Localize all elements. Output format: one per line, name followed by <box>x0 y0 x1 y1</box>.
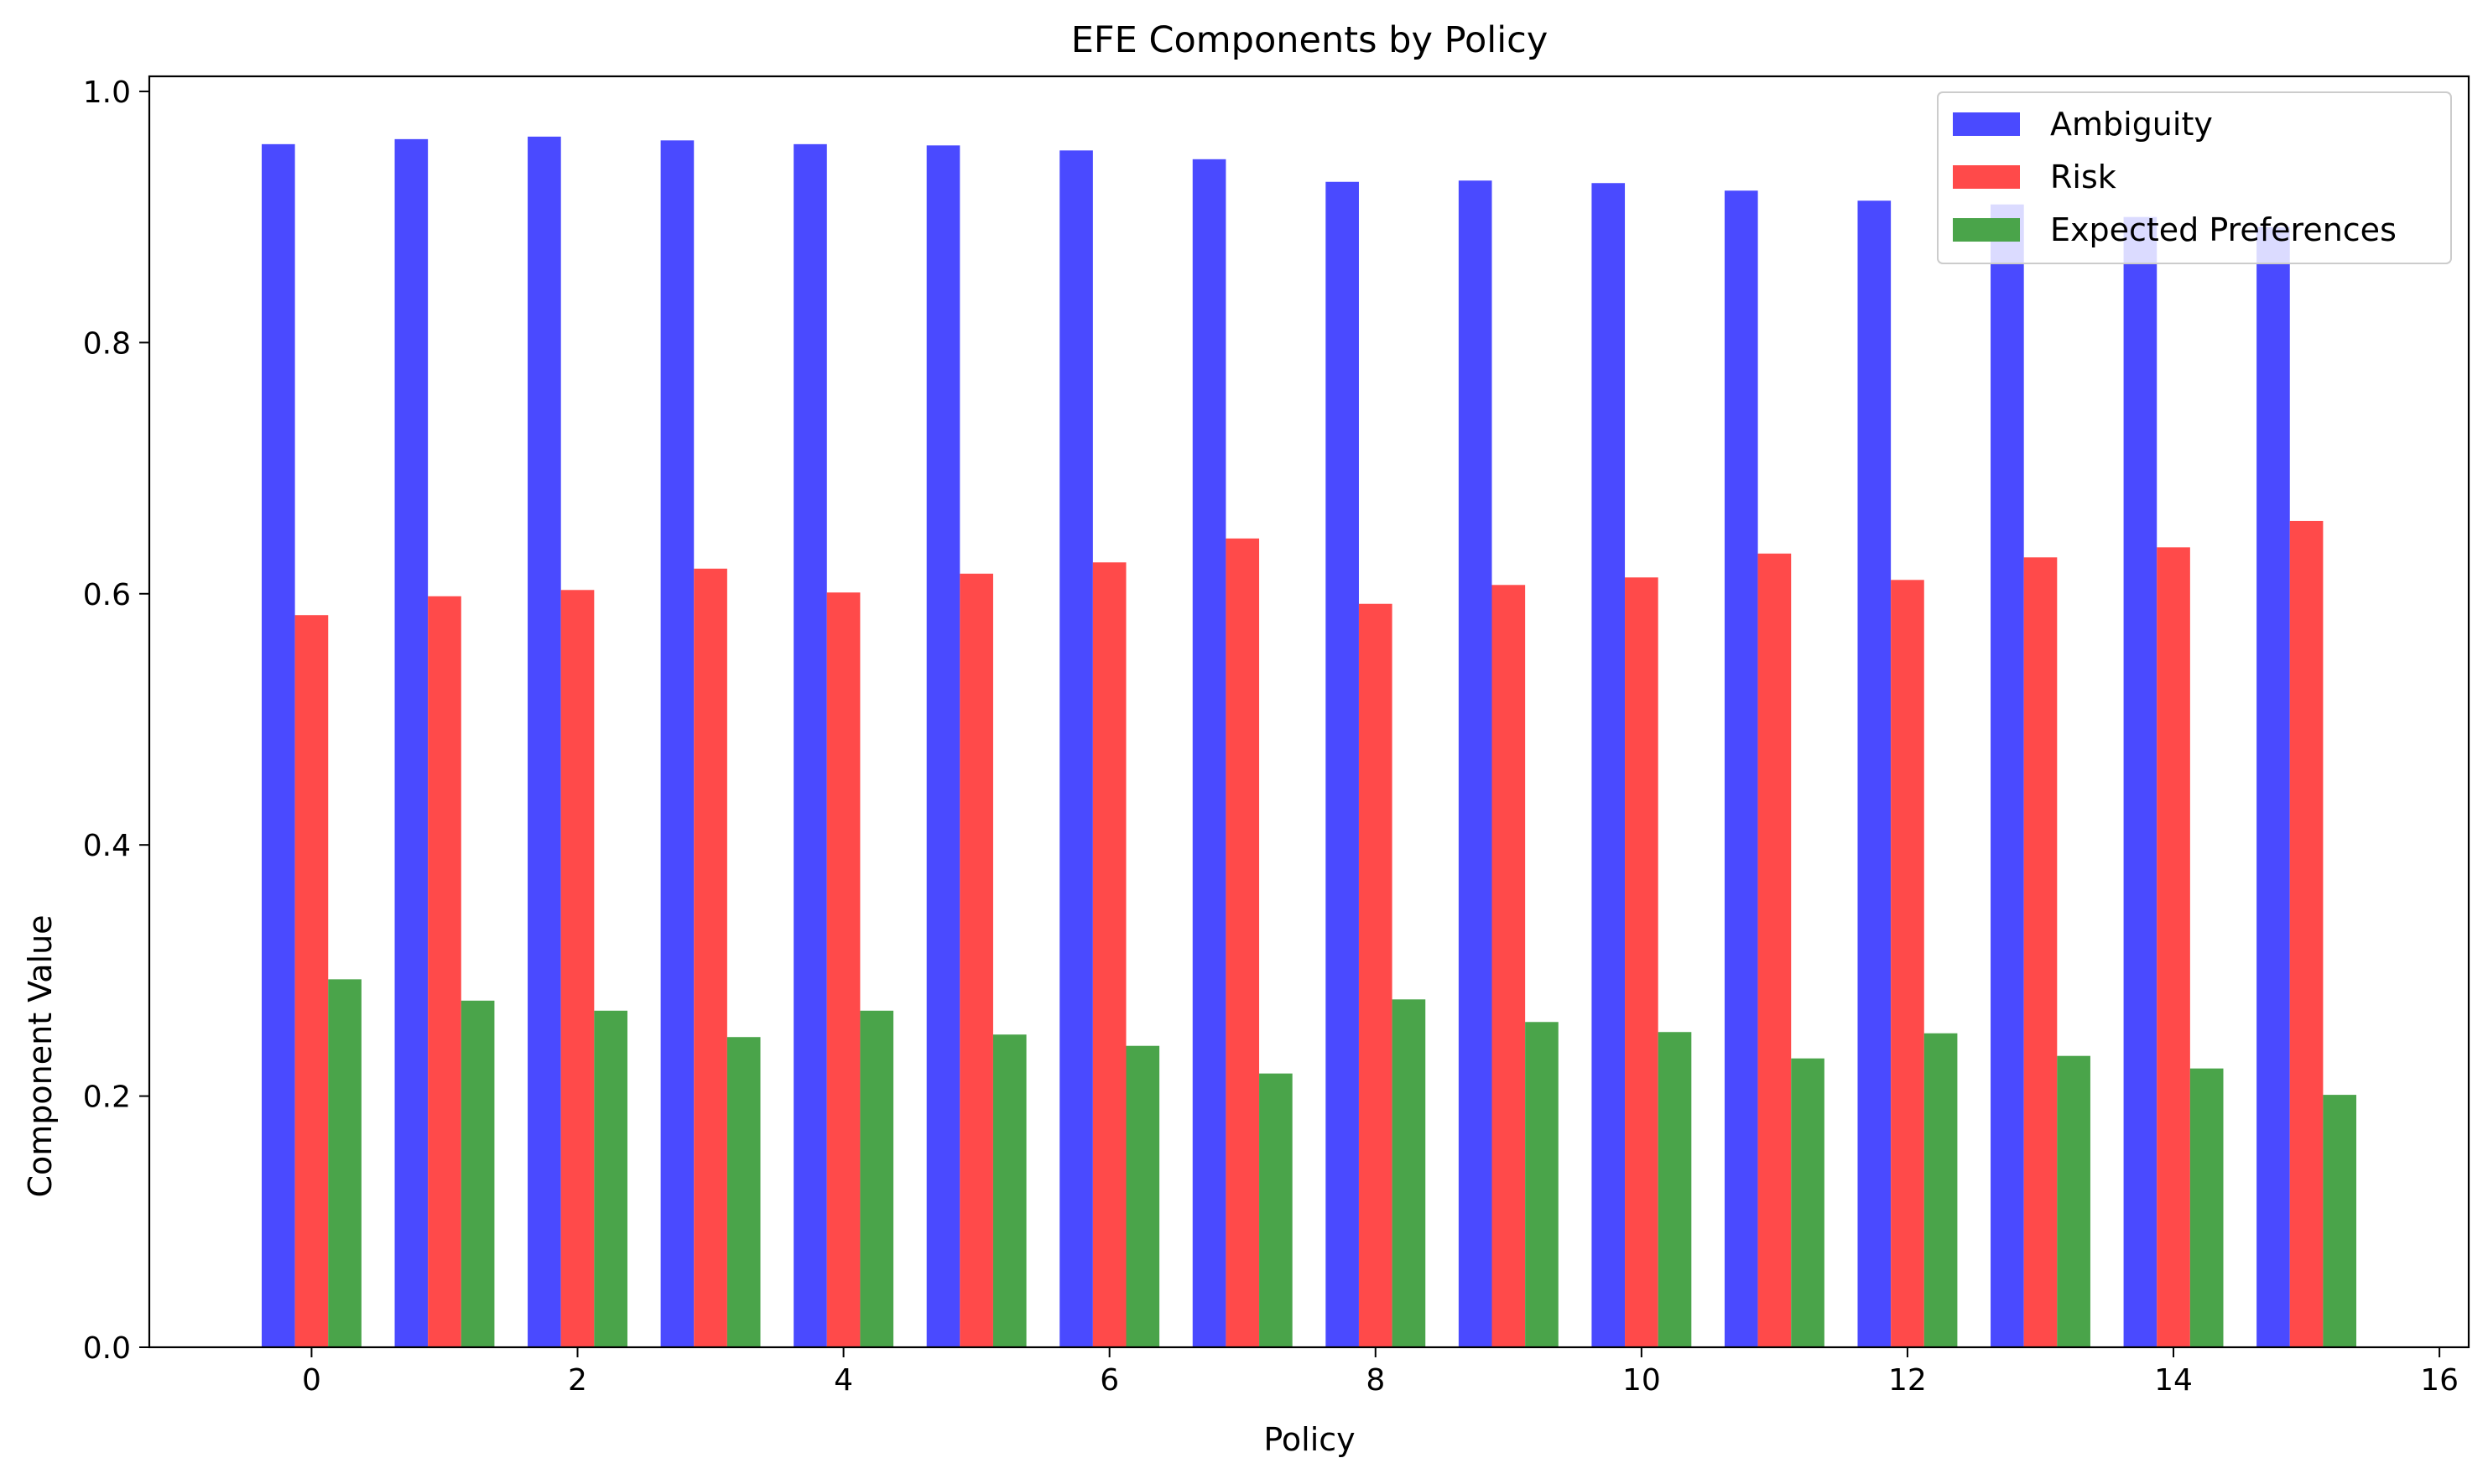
bar-risk-11 <box>1757 553 1792 1347</box>
bar-risk-6 <box>1092 562 1127 1347</box>
bar-risk-8 <box>1358 603 1392 1347</box>
bar-ambiguity-6 <box>1059 150 1093 1348</box>
bar-risk-9 <box>1491 585 1526 1347</box>
y-axis-label: Component Value <box>22 914 59 1197</box>
bar-expected-preferences-10 <box>1658 1032 1692 1347</box>
bar-expected-preferences-4 <box>860 1010 894 1347</box>
bar-ambiguity-4 <box>794 143 827 1348</box>
bar-ambiguity-10 <box>1591 183 1626 1347</box>
x-tick-label: 0 <box>302 1363 321 1398</box>
legend: Ambiguity Risk Expected Preferences <box>1937 91 2452 264</box>
bar-ambiguity-7 <box>1192 159 1226 1347</box>
bar-ambiguity-13 <box>1991 204 2024 1348</box>
bar-ambiguity-3 <box>660 140 695 1348</box>
axes-layer: 0 2 4 6 8 10 12 14 16 0.0 0.2 0.4 0.6 0.8 1.0 <box>83 75 2470 1398</box>
bar-risk-4 <box>826 592 861 1347</box>
bar-risk-3 <box>694 568 727 1347</box>
bar-risk-10 <box>1625 577 1658 1347</box>
x-tick-label: 2 <box>568 1363 587 1398</box>
bar-ambiguity-2 <box>528 136 561 1348</box>
x-tick-label: 14 <box>2154 1363 2193 1398</box>
bar-ambiguity-1 <box>394 138 429 1348</box>
bar-expected-preferences-15 <box>2323 1095 2357 1347</box>
bar-ambiguity-8 <box>1325 181 1359 1347</box>
bar-risk-12 <box>1891 580 1924 1347</box>
bars-layer <box>261 136 2357 1348</box>
legend-box <box>1937 91 2452 264</box>
y-tick-label: 0.0 <box>83 1331 131 1366</box>
bar-ambiguity-11 <box>1724 190 1758 1348</box>
bar-risk-1 <box>428 596 461 1347</box>
x-tick-label: 4 <box>834 1363 853 1398</box>
x-tick-label: 16 <box>2420 1363 2459 1398</box>
bar-ambiguity-15 <box>2256 227 2290 1347</box>
x-tick-label: 6 <box>1100 1363 1119 1398</box>
x-tick-label: 8 <box>1366 1363 1385 1398</box>
bar-expected-preferences-1 <box>461 1000 495 1347</box>
x-tick-label: 10 <box>1622 1363 1661 1398</box>
bar-expected-preferences-12 <box>1923 1033 1958 1347</box>
bar-risk-13 <box>2023 557 2058 1347</box>
bar-expected-preferences-11 <box>1791 1058 1824 1347</box>
legend-swatch-ambiguity <box>1953 112 2020 136</box>
bar-expected-preferences-2 <box>594 1010 627 1347</box>
legend-swatch-expected-preferences <box>1953 218 2020 242</box>
legend-swatch-risk <box>1953 165 2020 189</box>
y-tick-label: 0.4 <box>83 829 131 863</box>
y-tick-label: 0.6 <box>83 578 131 612</box>
y-tick-label: 0.8 <box>83 326 131 361</box>
bar-ambiguity-5 <box>926 145 960 1348</box>
plot-frame <box>148 75 2470 1349</box>
bar-expected-preferences-7 <box>1259 1073 1293 1347</box>
bar-ambiguity-12 <box>1857 200 1892 1348</box>
bar-risk-0 <box>294 615 329 1347</box>
x-tick-label: 12 <box>1888 1363 1927 1398</box>
bar-risk-14 <box>2157 547 2190 1347</box>
legend-label: Expected Preferences <box>2050 211 2397 248</box>
bar-risk-2 <box>560 590 595 1347</box>
bar-expected-preferences-9 <box>1525 1022 1559 1347</box>
bar-expected-preferences-0 <box>328 979 362 1347</box>
x-axis-label: Policy <box>1263 1421 1355 1458</box>
bar-expected-preferences-3 <box>726 1037 761 1347</box>
bar-ambiguity-0 <box>261 143 295 1348</box>
bar-ambiguity-14 <box>2123 216 2157 1347</box>
bar-risk-15 <box>2289 520 2324 1347</box>
bar-expected-preferences-5 <box>992 1034 1027 1347</box>
bar-expected-preferences-13 <box>2057 1055 2090 1347</box>
bar-expected-preferences-8 <box>1392 999 1426 1347</box>
bar-expected-preferences-14 <box>2189 1068 2224 1347</box>
chart-title: EFE Components by Policy <box>1071 19 1548 61</box>
legend-label: Risk <box>2050 159 2116 195</box>
bar-expected-preferences-6 <box>1126 1045 1160 1347</box>
legend-label: Ambiguity <box>2050 106 2213 143</box>
bar-risk-5 <box>960 573 993 1347</box>
bar-ambiguity-9 <box>1458 180 1492 1347</box>
y-tick-label: 1.0 <box>83 76 131 110</box>
y-tick-label: 0.2 <box>83 1080 131 1115</box>
bar-risk-7 <box>1226 538 1260 1347</box>
